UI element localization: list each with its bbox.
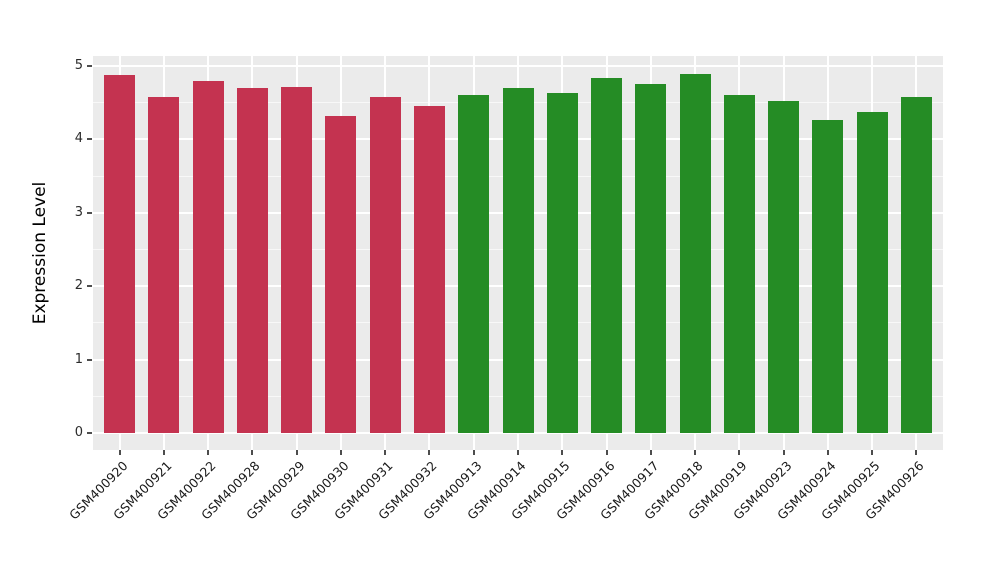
x-tick-mark (339, 450, 342, 455)
bar (236, 88, 268, 433)
y-axis-title-text: Expression Level (30, 181, 50, 325)
x-tick-mark (428, 450, 431, 455)
plot-panel (93, 56, 943, 450)
bar (900, 96, 932, 433)
y-tick-mark (87, 138, 92, 141)
bar (104, 74, 136, 433)
bar (768, 101, 800, 433)
y-tick-mark (87, 432, 92, 434)
x-tick-mark (694, 450, 697, 455)
y-tick-mark (87, 211, 92, 214)
y-tick-label: 2 (74, 278, 83, 294)
x-tick-mark (118, 450, 121, 455)
x-tick-mark (605, 450, 608, 455)
bar (635, 84, 667, 433)
x-tick-mark (251, 450, 254, 455)
bar (812, 119, 844, 433)
bar (369, 96, 401, 433)
bar (546, 93, 578, 433)
bar (591, 77, 623, 433)
x-tick-mark (738, 450, 741, 455)
x-tick-mark (384, 450, 387, 455)
x-tick-mark (826, 450, 829, 455)
y-tick-label: 4 (74, 131, 83, 147)
x-tick-mark (649, 450, 652, 455)
x-tick-mark (162, 450, 165, 455)
x-tick-label: GSM400926 (862, 458, 928, 523)
bar (281, 86, 313, 433)
y-tick-label: 5 (74, 58, 83, 73)
y-tick-mark (87, 65, 92, 67)
x-tick-mark (472, 450, 475, 455)
y-tick-label: 0 (74, 425, 83, 440)
bar (723, 94, 755, 433)
bar (679, 74, 711, 433)
bar (458, 95, 490, 433)
y-tick-label: 3 (74, 204, 83, 220)
x-tick-mark (782, 450, 785, 455)
bar (325, 115, 357, 433)
bar (502, 88, 534, 433)
x-tick-mark (871, 450, 874, 455)
bar (148, 96, 180, 433)
x-tick-mark (517, 450, 519, 455)
y-tick-mark (87, 358, 92, 361)
x-tick-mark (207, 450, 210, 455)
bar (413, 106, 445, 433)
bar (192, 81, 224, 433)
bar (856, 111, 888, 433)
y-tick-label: 1 (74, 351, 83, 367)
x-tick-mark (295, 450, 298, 455)
x-tick-mark (561, 450, 564, 455)
x-tick-mark (915, 450, 918, 455)
y-tick-mark (87, 285, 92, 288)
